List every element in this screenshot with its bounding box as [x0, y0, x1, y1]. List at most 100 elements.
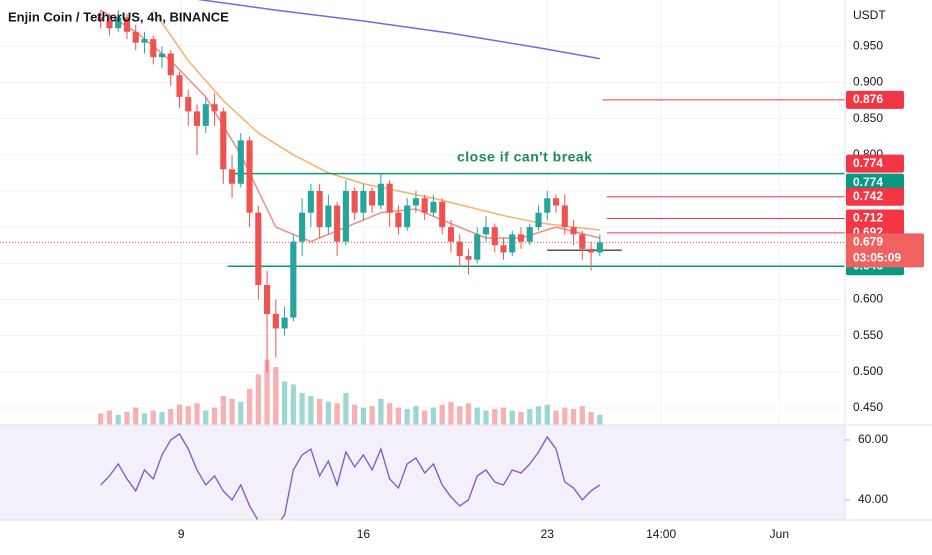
candle-body: [123, 17, 131, 32]
volume-bar: [597, 414, 603, 425]
candle-body: [561, 205, 568, 228]
candle-body: [526, 227, 533, 242]
rsi-tick-label: 60.00: [858, 432, 888, 446]
candle-body: [220, 111, 227, 170]
candle-body: [482, 227, 490, 235]
volume-bar: [238, 401, 244, 425]
volume-bar: [395, 407, 402, 425]
candle-body: [447, 227, 455, 242]
volume-bar: [115, 414, 121, 425]
candle-body: [202, 104, 209, 126]
candle-body: [299, 212, 306, 242]
level-label: 0.712: [853, 211, 883, 225]
level-label: 0.742: [853, 189, 883, 203]
candle-body: [474, 234, 481, 260]
candle-body: [412, 198, 419, 206]
y-tick-label: 0.900: [853, 75, 883, 89]
candle-body: [106, 20, 113, 29]
volume-bar: [334, 403, 340, 425]
volume-bar: [430, 407, 437, 425]
candle-body: [211, 104, 218, 112]
level-tag: [846, 187, 904, 206]
candle-body: [264, 285, 271, 314]
rsi-tick-label: 40.00: [858, 492, 888, 506]
volume-bar: [168, 409, 174, 425]
candle-body: [167, 53, 174, 76]
candle-body: [421, 198, 428, 213]
volume-bar: [98, 413, 104, 425]
y-tick-label: 0.450: [853, 400, 883, 414]
last-price-tag: [846, 233, 924, 268]
volume-bar: [185, 406, 191, 425]
volume-bar: [176, 404, 183, 425]
volume-bar: [413, 406, 419, 425]
candle-body: [228, 169, 236, 184]
level-label: 0.876: [853, 92, 883, 106]
candle-body: [544, 198, 551, 213]
candle-body: [150, 39, 157, 58]
volume-bar: [360, 407, 367, 425]
y-tick-label: 0.950: [853, 38, 883, 52]
candle-body: [491, 227, 498, 246]
volume-bar: [422, 410, 428, 425]
candle-body: [255, 212, 262, 286]
candle-body: [386, 183, 393, 213]
y-tick-label: 0.500: [853, 364, 883, 378]
volume-bar: [527, 409, 533, 425]
candle-body: [377, 183, 384, 206]
level-label: 0.774: [853, 175, 883, 189]
price-pane: [0, 0, 845, 425]
volume-bar: [448, 401, 454, 425]
candle-body: [132, 31, 139, 43]
candle-body: [395, 212, 402, 228]
candle-body: [272, 313, 279, 329]
volume-bar: [106, 410, 113, 425]
volume-bar: [562, 407, 568, 425]
volume-bar: [159, 411, 165, 425]
candle-body: [596, 242, 603, 253]
candle-body: [509, 234, 516, 253]
rsi-pane: [0, 425, 845, 520]
volume-bar: [465, 403, 472, 425]
volume-bar: [387, 403, 393, 425]
volume-bar: [299, 393, 305, 425]
rsi-line: [100, 433, 601, 520]
level-tag: [846, 90, 904, 109]
volume-bar: [203, 410, 209, 425]
axes: 0.4500.5000.5500.6000.6500.7000.7500.800…: [178, 38, 924, 541]
candle-body: [360, 190, 367, 213]
chart-title: Enjin Coin / TetherUS, 4h, BINANCE: [8, 9, 229, 24]
candle-body: [97, 17, 104, 21]
y-tick-label: 0.850: [853, 111, 883, 125]
candle-body: [158, 53, 166, 58]
x-tick-label: Jun: [770, 527, 789, 541]
volume-bar: [404, 409, 410, 425]
volume-bar: [369, 406, 375, 425]
rsi-series: [100, 433, 601, 520]
candle-body: [517, 234, 525, 242]
candle-body: [325, 205, 332, 228]
volume-bar: [229, 398, 235, 425]
level-tag: [846, 154, 904, 173]
volume-bar: [150, 410, 156, 425]
x-tick-label: 14:00: [646, 527, 676, 541]
volume-bar: [544, 404, 550, 425]
candle-body: [552, 198, 560, 206]
candle-body: [141, 39, 148, 43]
volume-bar: [535, 406, 542, 425]
candle-body: [500, 245, 507, 253]
volume-bar: [588, 411, 594, 425]
candle-body: [351, 190, 358, 213]
candle-body: [579, 234, 586, 249]
volume-bar: [579, 406, 585, 425]
x-tick-label: 9: [178, 527, 185, 541]
volume-bar: [194, 403, 200, 425]
x-tick-label: 16: [357, 527, 371, 541]
candle-body: [404, 205, 411, 228]
volume-bar: [290, 384, 296, 425]
volume-bar: [378, 398, 384, 425]
candle-body: [307, 190, 314, 213]
level-tag: [846, 209, 904, 228]
candle-body: [369, 190, 376, 206]
candle-body: [115, 17, 122, 29]
